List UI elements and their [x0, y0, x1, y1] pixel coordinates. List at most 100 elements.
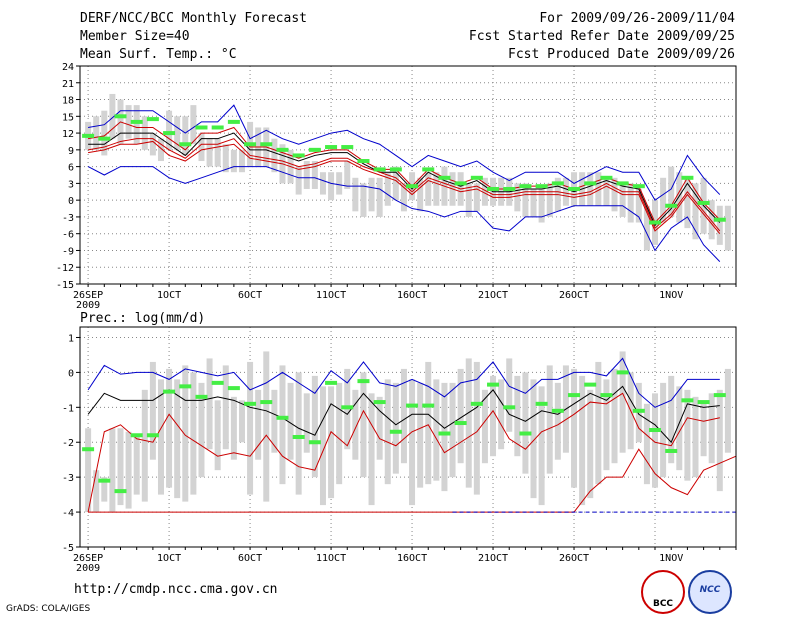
- prec-box: [166, 368, 173, 488]
- temp-box: [133, 105, 140, 145]
- prec-series-upper_red: [87, 392, 720, 513]
- temp-xtick-label: 26SEP: [73, 290, 103, 301]
- prec-marker: [616, 370, 629, 375]
- prec-box: [190, 372, 197, 495]
- temp-box: [149, 133, 156, 156]
- temp-marker: [519, 184, 532, 189]
- temp-box: [538, 188, 545, 223]
- prec-box: [668, 375, 675, 464]
- temp-box: [214, 138, 221, 167]
- temp-box: [109, 93, 116, 139]
- temp-marker: [82, 133, 95, 138]
- temp-box: [198, 133, 205, 162]
- temp-box: [174, 116, 181, 150]
- temp-box: [611, 177, 618, 212]
- prec-box: [595, 361, 602, 485]
- temp-box: [182, 116, 189, 156]
- prec-box: [263, 351, 270, 502]
- prec-box: [125, 431, 132, 509]
- prec-box: [571, 368, 578, 488]
- temp-xtick-year: 2009: [76, 300, 100, 311]
- temp-box: [433, 172, 440, 206]
- temp-xtick-label: 1NOV: [659, 290, 683, 301]
- temp-series-max: [87, 166, 721, 262]
- temp-xtick-label: 11OCT: [316, 290, 346, 301]
- prec-box: [247, 361, 254, 495]
- prec-box: [230, 396, 237, 460]
- temp-box: [603, 177, 610, 206]
- temp-series-inner_hi: [88, 121, 721, 224]
- prec-box: [400, 368, 407, 464]
- temp-box: [368, 177, 375, 212]
- prec-box: [409, 379, 416, 506]
- prec-box: [295, 372, 302, 495]
- prec-marker: [341, 405, 354, 410]
- temp-box: [190, 105, 197, 145]
- temp-box: [311, 161, 318, 189]
- temp-box: [627, 183, 634, 223]
- prec-box: [198, 382, 205, 478]
- temp-box: [724, 205, 731, 251]
- temp-series-p_hi: [88, 104, 721, 201]
- forecast-start-date: Fcst Started Refer Date 2009/09/25: [468, 29, 735, 44]
- prec-xtick-label: 26SEP: [73, 553, 103, 564]
- temp-marker: [276, 147, 289, 152]
- prec-box: [182, 365, 189, 502]
- prec-marker: [600, 393, 613, 398]
- prec-marker: [98, 478, 111, 483]
- prec-xtick-label: 6OCT: [238, 553, 262, 564]
- prec-box: [660, 382, 667, 478]
- prec-box: [579, 375, 586, 506]
- prec-marker: [649, 428, 662, 433]
- prec-ytick-label: -1: [62, 403, 74, 414]
- temp-ytick-label: 12: [62, 129, 74, 140]
- prec-box: [279, 365, 286, 485]
- temp-box: [271, 138, 278, 173]
- temp-marker: [114, 114, 127, 119]
- temp-box: [303, 161, 310, 189]
- prec-box: [417, 382, 424, 488]
- prec-box: [93, 470, 100, 513]
- prec-marker: [244, 401, 257, 406]
- prec-box: [498, 379, 505, 450]
- temp-marker: [584, 181, 597, 186]
- temp-box: [546, 183, 553, 217]
- temp-marker: [357, 159, 370, 164]
- prec-box: [676, 386, 683, 471]
- temp-box: [692, 183, 699, 240]
- prec-xtick-label: 1NOV: [659, 553, 683, 564]
- temp-box: [295, 166, 302, 195]
- temp-ytick-label: -3: [62, 213, 74, 224]
- prec-box: [538, 386, 545, 506]
- prec-box: [546, 365, 553, 474]
- temp-marker: [341, 145, 354, 150]
- prec-box: [587, 389, 594, 499]
- prec-box: [101, 477, 108, 502]
- source-url[interactable]: http://cmdp.ncc.cma.gov.cn: [74, 582, 278, 597]
- prec-box: [700, 403, 707, 457]
- temp-marker: [406, 184, 419, 189]
- prec-xtick-label: 11OCT: [316, 553, 346, 564]
- member-size: Member Size=40: [80, 29, 190, 44]
- temp-marker: [163, 131, 176, 136]
- prec-box: [441, 382, 448, 492]
- temp-marker: [470, 175, 483, 180]
- temp-xtick-label: 26OCT: [559, 290, 589, 301]
- temp-box: [481, 177, 488, 206]
- chart-title: DERF/NCC/BCC Monthly Forecast: [80, 11, 307, 26]
- prec-marker: [163, 389, 176, 394]
- prec-marker: [146, 433, 159, 438]
- prec-ytick-label: -2: [62, 438, 74, 449]
- prec-box: [611, 368, 618, 464]
- temp-marker: [697, 200, 710, 205]
- temp-box: [360, 183, 367, 217]
- temp-box: [376, 177, 383, 217]
- prec-marker: [713, 393, 726, 398]
- grads-credit: GrADS: COLA/IGES: [6, 604, 91, 614]
- prec-marker: [422, 403, 435, 408]
- prec-box: [384, 379, 391, 485]
- temp-series-inner_lo: [88, 138, 721, 232]
- prec-box: [117, 428, 124, 506]
- prec-box: [214, 400, 221, 471]
- prec-box: [271, 389, 278, 453]
